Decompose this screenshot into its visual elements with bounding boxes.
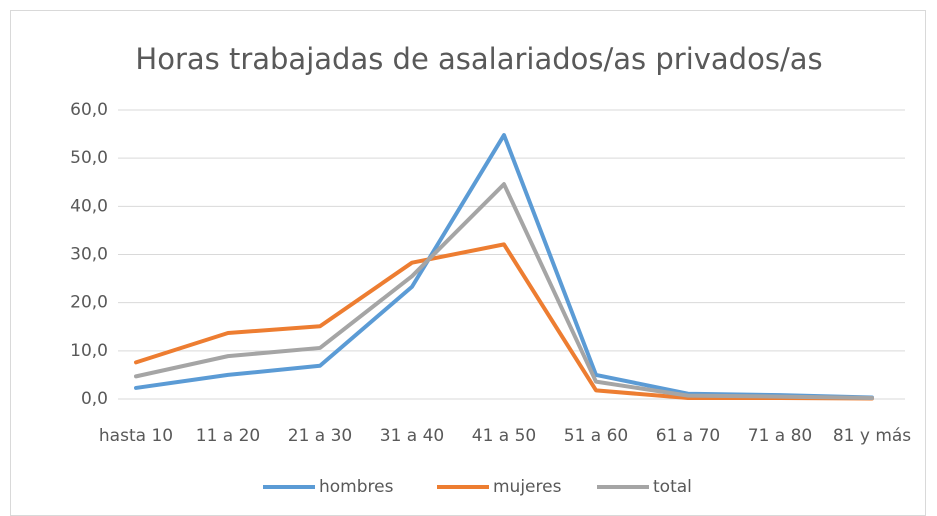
x-tick-label: 21 a 30 [288, 426, 353, 446]
legend-label: hombres [319, 477, 394, 497]
y-tick-label: 10,0 [70, 341, 108, 361]
y-tick-label: 30,0 [70, 245, 108, 265]
legend-label: total [653, 477, 692, 497]
y-tick-label: 50,0 [70, 148, 108, 168]
x-tick-label: 61 a 70 [656, 426, 721, 446]
x-tick-label: 51 a 60 [564, 426, 629, 446]
y-tick-label: 20,0 [70, 293, 108, 313]
y-tick-label: 0,0 [81, 389, 108, 409]
x-tick-label: 31 a 40 [380, 426, 445, 446]
x-tick-label: 41 a 50 [472, 426, 537, 446]
x-tick-label: hasta 10 [99, 426, 173, 446]
x-tick-label: 71 a 80 [748, 426, 813, 446]
legend-label: mujeres [493, 477, 562, 497]
chart-title: Horas trabajadas de asalariados/as priva… [135, 42, 822, 76]
y-tick-label: 60,0 [70, 100, 108, 120]
chart-border [10, 10, 926, 516]
x-tick-label: 11 a 20 [196, 426, 261, 446]
y-tick-label: 40,0 [70, 196, 108, 216]
series-line [134, 182, 874, 401]
x-tick-label: 81 y más [833, 426, 911, 446]
